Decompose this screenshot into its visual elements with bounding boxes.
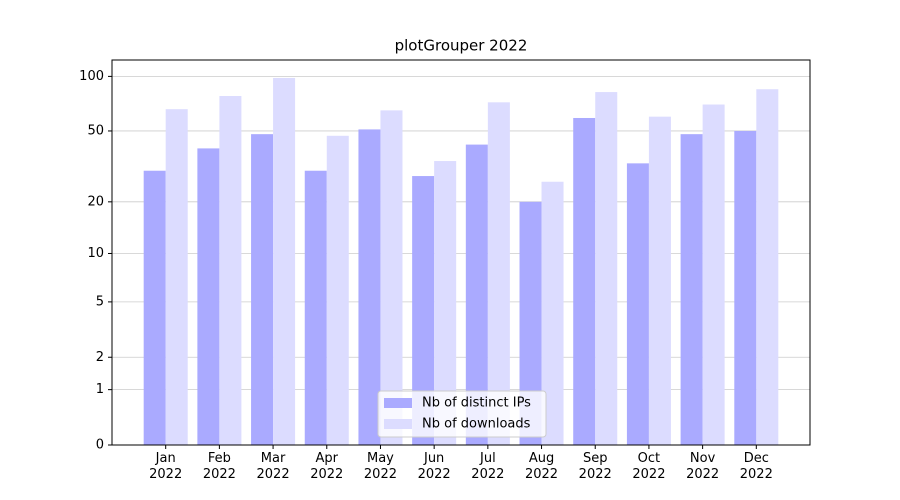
legend-swatch [384, 398, 412, 408]
x-tick-label-box: Sep 2022 [578, 451, 612, 482]
bar [380, 110, 403, 445]
bar [680, 134, 703, 446]
x-tick-label: Nov 2022 [686, 451, 720, 482]
y-tick-label: 2 [96, 350, 104, 365]
bar [358, 129, 381, 445]
chart-title: plotGrouper 2022 [395, 37, 528, 55]
bar [541, 181, 564, 445]
y-tick-label: 0 [96, 438, 104, 453]
bar [165, 109, 188, 446]
bar [304, 170, 327, 445]
bar [465, 144, 488, 446]
x-tick-label: Jul 2022 [471, 451, 505, 482]
x-tick-label-box: Aug 2022 [524, 451, 559, 482]
x-tick-label: Apr 2022 [310, 451, 344, 482]
x-tick-label-box: Jan 2022 [149, 451, 183, 482]
x-tick-label: Mar 2022 [256, 451, 290, 482]
bar [626, 163, 649, 446]
bar [648, 116, 671, 445]
bar [273, 77, 296, 445]
x-tick-label-box: Feb 2022 [202, 451, 236, 482]
x-tick-label: Jun 2022 [417, 451, 451, 482]
x-tick-label: Oct 2022 [632, 451, 666, 482]
bar [519, 201, 542, 445]
bar [143, 170, 166, 445]
x-tick-label: May 2022 [363, 451, 397, 482]
x-tick-label-box: May 2022 [363, 451, 397, 482]
x-tick-label-box: Mar 2022 [256, 451, 290, 482]
y-tick-label: 10 [87, 246, 104, 261]
legend-box [377, 390, 547, 438]
bar [412, 176, 435, 445]
bar [326, 135, 349, 445]
bar [756, 89, 779, 446]
x-tick-label-box: Nov 2022 [686, 451, 720, 482]
y-tick-label: 100 [79, 69, 104, 84]
x-tick-label: Aug 2022 [524, 451, 559, 482]
legend: Nb of distinct IPs Nb of downloads [377, 390, 547, 438]
x-tick-label: Jan 2022 [149, 451, 183, 482]
bar [251, 134, 274, 446]
legend-label: Nb of downloads [422, 417, 531, 432]
y-tick-label: 50 [87, 123, 104, 138]
bar [434, 161, 457, 445]
x-tick-label-box: Apr 2022 [310, 451, 344, 482]
bar [487, 102, 510, 445]
x-tick-label-box: Jun 2022 [417, 451, 451, 482]
legend-swatch [384, 419, 412, 429]
x-tick-label-box: Dec 2022 [739, 451, 773, 482]
plot-frame [111, 59, 811, 446]
x-tick-label-box: Oct 2022 [632, 451, 666, 482]
y-tick-label: 5 [96, 294, 104, 309]
x-tick-label: Feb 2022 [202, 451, 236, 482]
x-tick-label: Dec 2022 [739, 451, 773, 482]
bar [734, 130, 757, 445]
bar [702, 104, 725, 445]
bar [197, 148, 220, 445]
x-tick-label: Sep 2022 [578, 451, 612, 482]
bar [219, 96, 242, 445]
legend-label: Nb of distinct IPs [422, 396, 531, 411]
bar [595, 92, 618, 446]
y-tick-label: 1 [96, 382, 104, 397]
bar [573, 117, 596, 446]
y-tick-label: 20 [87, 194, 104, 209]
x-tick-label-box: Jul 2022 [471, 451, 505, 482]
